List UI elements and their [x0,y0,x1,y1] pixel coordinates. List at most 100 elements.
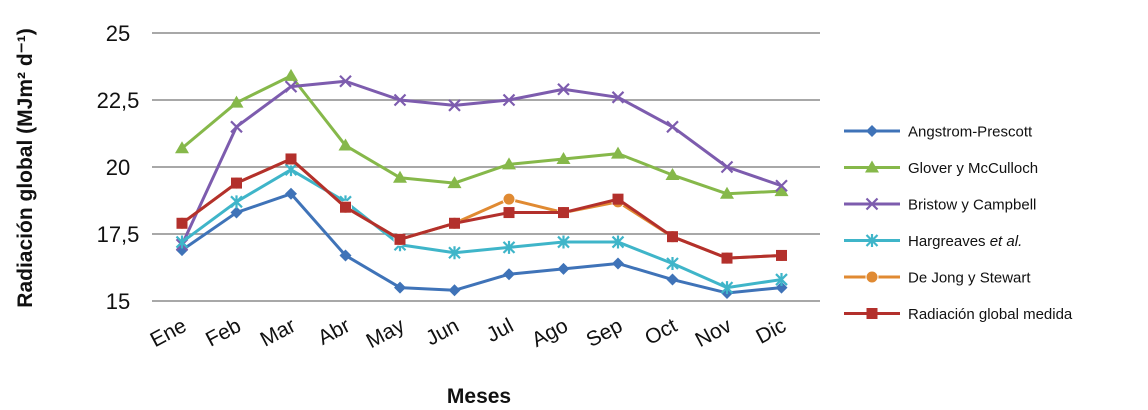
legend-label: Glover y McCulloch [908,160,1038,177]
data-point [774,184,789,197]
x-tick-label: Mar [257,314,300,351]
data-point [721,252,733,264]
data-point [557,235,570,249]
data-point [666,273,679,286]
data-point [175,141,189,154]
data-point [447,176,462,189]
data-point [611,146,625,159]
x-axis-title: Meses [447,385,511,408]
legend-label: Bristow y Campbell [908,197,1036,214]
legend-marker [865,160,879,173]
series-line [181,168,782,290]
data-point [502,192,516,206]
data-point [284,80,298,93]
data-point [229,95,244,108]
x-tick-label: Abr [314,314,354,350]
x-tick-label: Jul [483,314,518,347]
x-tick-label: Sep [583,314,627,352]
data-point [339,74,352,88]
y-tick-label: 22,5 [97,88,140,113]
x-tick-label: Ene [147,314,191,352]
data-point [339,249,352,262]
legend-item: Radiación global medida [844,306,1073,323]
x-tick-label: Nov [692,314,736,352]
data-point [611,235,625,249]
data-point [340,201,351,213]
data-point [448,246,461,260]
legend-item: Hargreaves et al. [844,233,1022,250]
legend-item: Glover y McCulloch [844,160,1038,177]
data-point [557,262,570,275]
series-lines [175,68,789,299]
data-point [611,91,625,104]
data-point [503,207,515,219]
data-point [231,177,242,189]
data-point [612,193,624,205]
data-point [558,207,569,219]
x-tick-labels: Ene Feb Mar Abr May Jun Jul Ago Sep Oct Nov Dic [147,314,790,353]
data-point [338,138,353,151]
data-point [448,99,461,112]
data-point [176,217,188,229]
data-point [285,187,297,200]
y-tick-label: 20 [106,155,130,180]
legend-marker [866,125,878,137]
y-tick-label: 25 [106,21,130,46]
gridlines [152,32,820,302]
data-point [775,281,788,294]
data-point [230,120,243,134]
x-tick-label: Feb [202,314,245,351]
x-tick-label: Dic [752,314,790,349]
data-point [503,268,515,281]
legend-marker [865,270,879,284]
data-point [175,235,189,249]
y-tick-label: 15 [106,289,130,314]
data-point [394,281,406,294]
data-point [666,120,679,134]
legend-marker [866,308,878,319]
legend-label: De Jong y Stewart [908,270,1031,287]
data-point [393,93,407,107]
legend-label: Angstrom-Prescott [908,124,1033,141]
legend: Angstrom-Prescott Glover y McCulloch Brist… [844,124,1073,323]
data-point [776,249,787,261]
series-line [181,157,782,260]
data-point [666,256,679,270]
x-tick-label: Jun [422,314,463,350]
data-point [612,257,624,270]
data-point [775,273,788,287]
data-point [720,281,734,295]
legend-label: Radiación global medida [908,306,1073,323]
data-point [285,153,297,165]
data-point [502,240,516,254]
x-tick-label: May [363,314,409,353]
legend-label: Hargreaves et al. [908,233,1022,250]
data-point [775,179,788,193]
legend-item: De Jong y Stewart [844,270,1031,287]
legend-item: Angstrom-Prescott [844,124,1033,141]
data-point [393,170,407,183]
x-tick-label: Oct [641,314,681,350]
y-tick-label: 17,5 [97,222,140,247]
data-point [557,83,570,96]
data-point [449,217,460,229]
data-point [448,284,461,297]
series-line [181,192,782,295]
data-point [230,195,243,209]
y-tick-labels: 15 17,5 20 22,5 25 [97,21,140,314]
data-point [720,160,734,174]
data-point [502,157,516,170]
legend-marker [865,197,879,211]
series-1 [176,187,788,299]
data-point [230,206,243,219]
legend-marker [865,234,879,247]
data-point [394,233,406,245]
series-3 [175,74,788,251]
data-point [284,68,298,81]
legend-item: Bristow y Campbell [844,197,1036,214]
x-tick-label: Ago [528,314,572,352]
data-point [667,231,678,243]
data-point [665,168,680,181]
series-line [180,79,782,246]
